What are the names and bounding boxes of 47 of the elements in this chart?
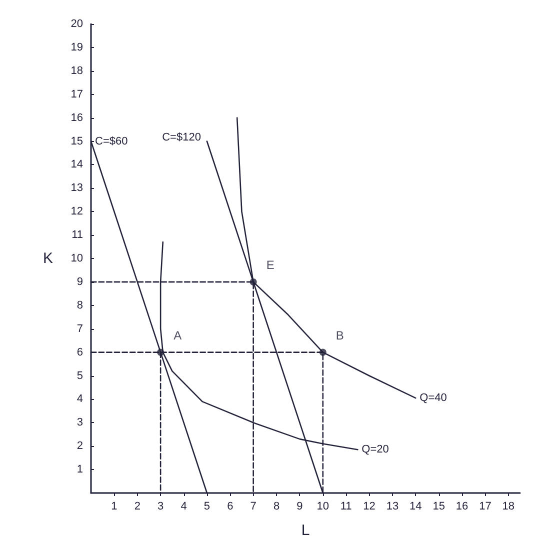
x-tick-label: 11 <box>340 500 352 512</box>
y-tick-label: 10 <box>70 252 83 264</box>
x-tick-label: 18 <box>502 500 515 512</box>
y-tick-label: 19 <box>70 41 83 54</box>
x-tick-label: 8 <box>273 500 280 512</box>
x-tick-label: 9 <box>296 500 303 512</box>
y-tick-label: 3 <box>76 416 83 429</box>
annotation: B <box>336 328 344 342</box>
y-tick-label: 14 <box>70 158 83 171</box>
x-tick-label: 2 <box>134 500 140 512</box>
y-tick-label: 20 <box>70 18 83 30</box>
x-tick-label: 6 <box>227 500 234 512</box>
y-tick-label: 2 <box>76 440 83 452</box>
y-tick-label: 6 <box>76 346 83 358</box>
series-label: C=$60 <box>95 135 128 148</box>
x-tick-label: 17 <box>479 500 492 512</box>
y-tick-label: 12 <box>70 206 83 218</box>
y-tick-label: 18 <box>70 64 83 77</box>
x-tick-label: 10 <box>316 500 330 512</box>
series-label: Q=20 <box>362 444 389 456</box>
series-label: C=$120 <box>162 131 201 144</box>
annotation: E <box>266 258 274 272</box>
x-tick-label: 4 <box>180 500 187 512</box>
y-tick-label: 9 <box>76 276 83 288</box>
x-tick-label: 12 <box>363 500 376 512</box>
y-tick-label: 8 <box>76 299 83 312</box>
annotation: A <box>174 328 182 342</box>
series-label: Q=40 <box>420 392 447 404</box>
x-tick-label: 5 <box>204 500 210 512</box>
y-tick-label: 16 <box>70 112 83 124</box>
x-tick-label: 3 <box>158 500 164 512</box>
x-tick-label: 13 <box>386 500 399 512</box>
y-tick-label: 11 <box>72 229 83 242</box>
y-tick-label: 7 <box>76 322 83 335</box>
x-tick-label: 7 <box>250 500 256 512</box>
y-tick-label: 1 <box>76 464 83 476</box>
y-tick-label: 13 <box>70 182 83 194</box>
y-axis-title: K <box>42 250 53 267</box>
x-axis-title: L <box>301 522 310 539</box>
y-tick-label: 15 <box>70 135 83 148</box>
y-tick-label: 17 <box>70 88 83 100</box>
y-tick-label: 5 <box>76 370 83 382</box>
x-tick-label: 16 <box>456 500 468 512</box>
x-tick-label: 15 <box>432 500 445 512</box>
y-tick-label: 4 <box>76 393 83 406</box>
x-tick-label: 1 <box>111 500 118 512</box>
x-tick-label: 14 <box>410 500 422 512</box>
